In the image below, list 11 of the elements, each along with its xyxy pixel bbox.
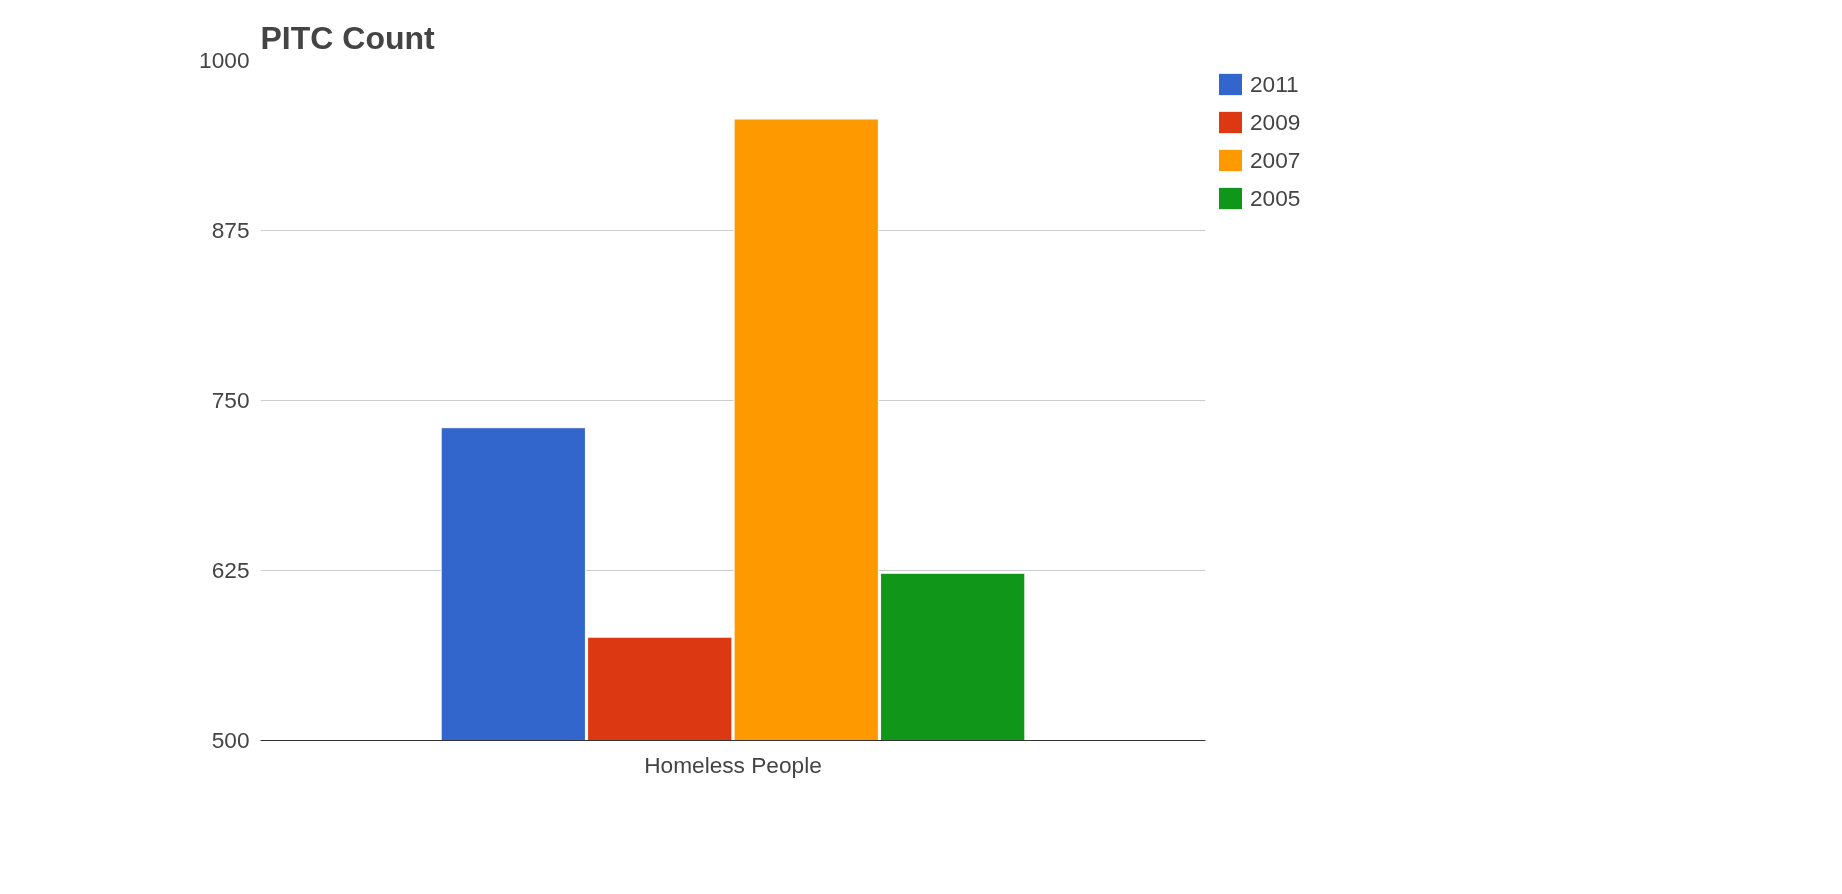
legend-label: 2011 [1250,70,1299,98]
y-tick-label: 625 [211,557,250,583]
chart-title: PITC Count [260,19,436,56]
y-tick-label: 875 [211,217,250,243]
legend-label: 2009 [1250,108,1301,136]
x-tick-label: Homeless People [644,751,822,778]
legend-label: 2007 [1250,146,1301,174]
y-tick-label: 750 [211,387,250,413]
legend-label: 2005 [1250,184,1301,212]
y-tick-label: 1000 [199,47,250,73]
y-tick-label: 500 [211,727,250,753]
